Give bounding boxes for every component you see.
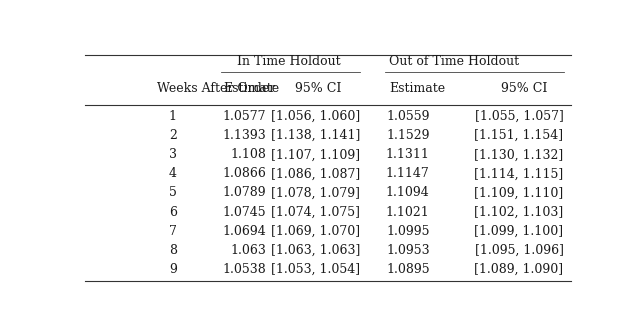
Text: [1.053, 1.054]: [1.053, 1.054] bbox=[271, 263, 360, 276]
Text: Estimate: Estimate bbox=[223, 82, 279, 95]
Text: [1.078, 1.079]: [1.078, 1.079] bbox=[271, 186, 360, 200]
Text: Weeks After Order: Weeks After Order bbox=[157, 82, 275, 95]
Text: Out of Time Holdout: Out of Time Holdout bbox=[389, 55, 520, 68]
Text: 1.0538: 1.0538 bbox=[222, 263, 266, 276]
Text: 1.1147: 1.1147 bbox=[386, 167, 429, 180]
Text: 1.0866: 1.0866 bbox=[222, 167, 266, 180]
Text: [1.056, 1.060]: [1.056, 1.060] bbox=[271, 110, 360, 123]
Text: 1: 1 bbox=[169, 110, 177, 123]
Text: [1.114, 1.115]: [1.114, 1.115] bbox=[474, 167, 564, 180]
Text: 8: 8 bbox=[169, 244, 177, 257]
Text: 1.108: 1.108 bbox=[230, 148, 266, 161]
Text: [1.055, 1.057]: [1.055, 1.057] bbox=[475, 110, 564, 123]
Text: 1.0694: 1.0694 bbox=[222, 224, 266, 238]
Text: 1.0559: 1.0559 bbox=[386, 110, 429, 123]
Text: [1.089, 1.090]: [1.089, 1.090] bbox=[474, 263, 564, 276]
Text: [1.074, 1.075]: [1.074, 1.075] bbox=[271, 205, 360, 219]
Text: 5: 5 bbox=[169, 186, 177, 200]
Text: 4: 4 bbox=[169, 167, 177, 180]
Text: [1.086, 1.087]: [1.086, 1.087] bbox=[271, 167, 360, 180]
Text: In Time Holdout: In Time Holdout bbox=[237, 55, 340, 68]
Text: [1.107, 1.109]: [1.107, 1.109] bbox=[271, 148, 360, 161]
Text: 1.0953: 1.0953 bbox=[386, 244, 429, 257]
Text: 1.1094: 1.1094 bbox=[386, 186, 429, 200]
Text: 1.0745: 1.0745 bbox=[222, 205, 266, 219]
Text: 1.063: 1.063 bbox=[230, 244, 266, 257]
Text: 7: 7 bbox=[169, 224, 177, 238]
Text: [1.063, 1.063]: [1.063, 1.063] bbox=[271, 244, 360, 257]
Text: 1.0577: 1.0577 bbox=[223, 110, 266, 123]
Text: [1.069, 1.070]: [1.069, 1.070] bbox=[271, 224, 360, 238]
Text: Estimate: Estimate bbox=[389, 82, 445, 95]
Text: 6: 6 bbox=[169, 205, 177, 219]
Text: 1.0789: 1.0789 bbox=[222, 186, 266, 200]
Text: [1.095, 1.096]: [1.095, 1.096] bbox=[475, 244, 564, 257]
Text: [1.151, 1.154]: [1.151, 1.154] bbox=[474, 129, 564, 142]
Text: [1.109, 1.110]: [1.109, 1.110] bbox=[474, 186, 564, 200]
Text: 3: 3 bbox=[169, 148, 177, 161]
Text: 9: 9 bbox=[169, 263, 177, 276]
Text: 1.0995: 1.0995 bbox=[386, 224, 429, 238]
Text: 1.1529: 1.1529 bbox=[386, 129, 429, 142]
Text: 1.1393: 1.1393 bbox=[222, 129, 266, 142]
Text: 95% CI: 95% CI bbox=[500, 82, 547, 95]
Text: 1.1311: 1.1311 bbox=[386, 148, 429, 161]
Text: [1.130, 1.132]: [1.130, 1.132] bbox=[474, 148, 564, 161]
Text: [1.138, 1.141]: [1.138, 1.141] bbox=[271, 129, 360, 142]
Text: [1.102, 1.103]: [1.102, 1.103] bbox=[474, 205, 564, 219]
Text: [1.099, 1.100]: [1.099, 1.100] bbox=[474, 224, 564, 238]
Text: 1.0895: 1.0895 bbox=[386, 263, 429, 276]
Text: 2: 2 bbox=[169, 129, 177, 142]
Text: 1.1021: 1.1021 bbox=[386, 205, 429, 219]
Text: 95% CI: 95% CI bbox=[295, 82, 341, 95]
